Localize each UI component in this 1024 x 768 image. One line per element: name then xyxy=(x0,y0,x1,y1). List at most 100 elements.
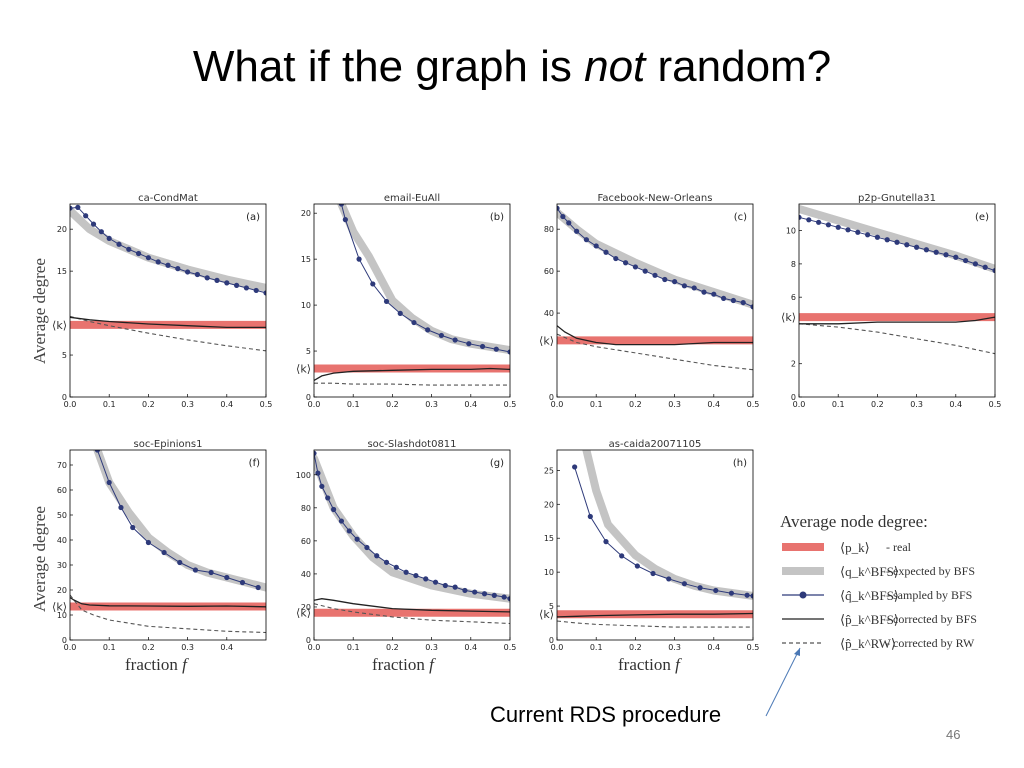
sampled-point xyxy=(94,450,101,453)
sampled-point xyxy=(356,256,362,262)
sampled-point xyxy=(904,242,910,248)
sampled-point xyxy=(730,297,736,304)
sampled-point xyxy=(816,219,822,225)
sampled-point xyxy=(728,590,735,596)
y-tick-label: 70 xyxy=(57,461,67,470)
plot-frame xyxy=(69,449,267,641)
plot-frame xyxy=(556,449,754,641)
y-tick-label: 100 xyxy=(296,471,311,480)
chart-title: p2p-Gnutella31 xyxy=(858,193,936,204)
legend-swatch-corrected-bfs xyxy=(782,618,824,620)
sampled-point xyxy=(711,291,717,297)
sampled-point xyxy=(894,239,900,245)
sampled-point xyxy=(452,584,458,590)
series-sampled-bfs xyxy=(96,450,259,588)
series-corrected-bfs xyxy=(799,316,995,325)
sampled-point xyxy=(806,217,812,223)
plot-area xyxy=(799,205,995,355)
plot-frame xyxy=(313,449,511,641)
chart-panel-h: as-caida20071105 0.0 0.1 0.2 0.3 0.4 0.5 0 5 10 15… xyxy=(539,439,759,652)
legend-item-corrected-rw: ⟨p̂_k^RW⟩ - corrected by RW xyxy=(778,635,1018,653)
y-tick-label: 5 xyxy=(549,602,554,611)
y-tick-label: 0 xyxy=(306,393,311,402)
sampled-point xyxy=(438,332,444,339)
sampled-point xyxy=(972,261,978,267)
sampled-point xyxy=(331,506,337,513)
slide-title: What if the graph is not random? xyxy=(0,42,1024,92)
series-corrected-rw xyxy=(70,315,266,352)
sampled-point xyxy=(192,567,199,573)
y-tick-label: 0 xyxy=(62,393,67,402)
chart-panel-c: Facebook-New-Orleans 0.0 0.1 0.2 0.3 0.4 0.5 0 4… xyxy=(539,193,760,409)
sampled-point xyxy=(825,222,831,228)
panel-tag: (h) xyxy=(733,458,747,469)
plot-frame xyxy=(313,203,511,398)
y-tick-label: 20 xyxy=(301,209,311,218)
x-tick-label: 0.2 xyxy=(386,400,399,409)
x-tick-label: 0.3 xyxy=(910,400,923,409)
sampled-point xyxy=(314,450,317,456)
sampled-point xyxy=(83,213,89,219)
y-tick-label: 20 xyxy=(57,225,67,234)
sampled-point xyxy=(263,290,266,296)
panel-tag: (g) xyxy=(490,458,504,469)
x-tick-label: 0.4 xyxy=(707,400,720,409)
y-tick-label: 0 xyxy=(791,393,796,402)
y-tick-label: 6 xyxy=(791,293,796,302)
x-axis-label-var: f xyxy=(429,655,434,674)
x-axis-label-h: fraction f xyxy=(618,655,680,675)
chart-title: Facebook-New-Orleans xyxy=(598,193,713,204)
y-tick-label: 80 xyxy=(544,225,554,234)
k-label: ⟨k⟩ xyxy=(52,601,67,614)
k-label: ⟨k⟩ xyxy=(781,311,796,324)
legend-text: - corrected by BFS xyxy=(886,612,977,626)
series-corrected-bfs xyxy=(557,612,753,618)
y-tick-label: 20 xyxy=(301,603,311,612)
k-label: ⟨k⟩ xyxy=(296,363,311,376)
sampled-point xyxy=(239,579,246,586)
x-tick-label: 0.1 xyxy=(832,400,845,409)
sampled-point xyxy=(623,260,629,266)
sampled-point xyxy=(845,227,851,233)
sampled-point xyxy=(560,213,566,220)
x-tick-label: 0.3 xyxy=(181,643,194,652)
y-axis-label-bottom: Average degree xyxy=(30,506,49,612)
sampled-point xyxy=(652,272,658,278)
legend-text: - real xyxy=(886,540,911,554)
sampled-point xyxy=(383,559,390,565)
sampled-point xyxy=(204,275,210,281)
sampled-point xyxy=(697,585,703,591)
sampled-point xyxy=(632,264,638,270)
sampled-point xyxy=(472,589,478,595)
x-tick-label: 0.5 xyxy=(747,400,760,409)
sampled-point xyxy=(574,228,580,234)
x-tick-label: 0.5 xyxy=(260,400,273,409)
sampled-point xyxy=(136,250,142,257)
sampled-point xyxy=(982,264,988,270)
x-tick-label: 0.5 xyxy=(504,400,517,409)
sampled-point xyxy=(681,283,687,289)
sampled-point xyxy=(650,570,656,577)
title-emphasis: not xyxy=(584,42,646,91)
x-tick-label: 0.5 xyxy=(504,643,517,652)
sampled-point xyxy=(161,549,167,556)
series-sampled-bfs xyxy=(557,207,753,308)
sampled-point xyxy=(90,221,97,227)
legend-symbol: ⟨p̂_k^BFS⟩ xyxy=(840,612,899,627)
sampled-point xyxy=(397,310,403,316)
y-tick-label: 5 xyxy=(62,351,67,360)
x-axis-label-text: fraction xyxy=(125,655,178,674)
sampled-point xyxy=(255,584,261,591)
legend-item-corrected-bfs: ⟨p̂_k^BFS⟩ - corrected by BFS xyxy=(778,611,1018,629)
x-tick-label: 0.1 xyxy=(103,643,116,652)
sampled-point xyxy=(953,254,959,260)
legend-symbol: ⟨q̂_k^BFS⟩ xyxy=(840,588,899,603)
x-tick-label: 0.5 xyxy=(989,400,1002,409)
y-tick-label: 25 xyxy=(544,466,554,475)
plot-area xyxy=(557,450,753,628)
legend-swatch-sampled xyxy=(782,591,824,599)
sampled-point xyxy=(106,235,112,242)
y-tick-label: 10 xyxy=(786,227,796,236)
sampled-point xyxy=(583,237,589,243)
legend-text: - sampled by BFS xyxy=(886,588,973,602)
